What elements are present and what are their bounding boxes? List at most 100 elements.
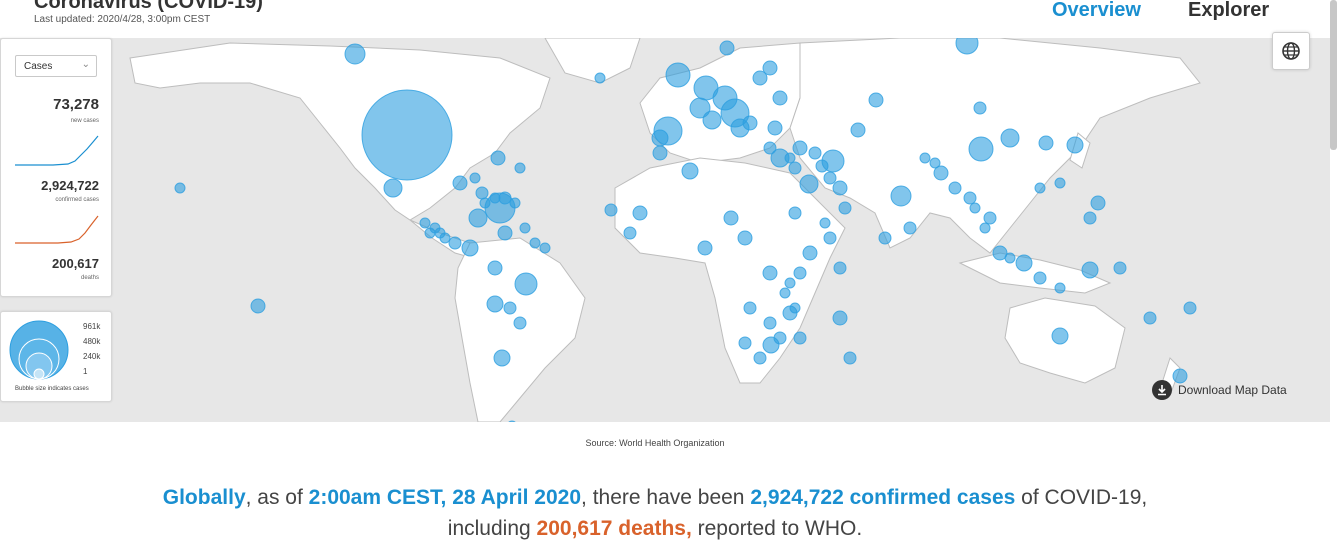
bubble-thailand [963,191,977,205]
bubble-bangladesh [933,165,949,181]
bubble-belgium [689,97,711,119]
bubble-singapore [1015,254,1033,272]
bubble-mongolia [973,101,987,115]
bubble-djibouti [819,217,831,229]
bubble-china [1000,128,1020,148]
bubble-romania [767,120,783,136]
bubble-nicaragua [434,227,446,239]
bubble-senegal [632,205,648,221]
bubble-sweden [719,40,735,56]
bubble-caribbean-2 [490,150,506,166]
bubble-cuba [452,175,468,191]
bubble-bermuda [514,162,526,174]
summary-deaths: 200,617 deaths, [536,517,692,540]
bubble-poland [752,70,768,86]
bubble-timor [1054,282,1066,294]
bubble-belarus [762,60,778,76]
bubble-indonesia [1081,261,1099,279]
summary-globally: Globally [162,486,246,509]
bubble-austria [742,115,758,131]
bubble-mozambique [793,331,807,345]
bubble-usa [361,89,453,181]
bubble-greece [763,141,777,155]
bubble-zimbabwe [773,331,787,345]
bubble-cameroon [737,230,753,246]
world-map[interactable] [0,38,1330,422]
summary-text-4: reported to WHO. [691,517,863,540]
bubble-namibia [738,336,752,350]
tab-overview[interactable]: Overview [1052,0,1141,21]
globe-view-button[interactable] [1272,32,1310,70]
bubble-hongkong [1034,182,1046,194]
bubble-botswana [753,351,767,365]
tab-explorer[interactable]: Explorer [1188,0,1270,21]
bubble-jordan [788,161,802,175]
bubble-png [1113,261,1127,275]
africa-land [614,157,846,384]
bubble-caribbean-1 [475,186,489,200]
bubble-dominican [498,191,512,205]
bubble-japan [1066,136,1084,154]
bubble-pakistan [850,122,866,138]
bubble-angola [743,301,757,315]
bubble-ghana [697,240,713,256]
bubble-cambodia [979,222,991,234]
bubble-uruguay [513,316,527,330]
last-updated-text: Last updated: 2020/4/28, 3:00pm CEST [34,14,211,25]
bubble-portugal [651,129,669,147]
metric-dropdown[interactable]: Cases ⌄ [15,55,97,77]
bubble-india [890,185,912,207]
bubble-canada [344,43,366,65]
bubble-sudan [788,206,802,220]
bubble-congo [762,265,778,281]
confirmed-cases-sparkline [15,215,99,244]
bubble-saudi [799,174,819,194]
vertical-scrollbar[interactable] [1330,0,1337,150]
legend-label-961k: 961k [83,322,101,331]
bubble-iran [968,136,994,162]
chevron-down-icon: ⌄ [81,59,90,70]
bubble-uk [665,62,691,88]
bubble-morocco [652,145,668,161]
bubble-israel [792,140,808,156]
bubble-greenland [594,72,606,84]
bubble-argentina [493,349,511,367]
north-america-land [129,42,551,221]
bubble-korea [1038,135,1054,151]
new-cases-value: 73,278 [53,96,99,113]
bubble-cape-verde [623,226,637,240]
case-bubbles [174,38,1197,422]
bubble-taiwan [1054,177,1066,189]
bubble-iceland [604,203,618,217]
bubble-alaska [174,182,186,194]
legend-bubbles [9,320,69,380]
metric-dropdown-value: Cases [24,61,53,72]
bubble-new-caledonia [1143,311,1157,325]
bubble-suriname [539,242,551,254]
bubble-indonesia-2 [1033,271,1047,285]
bubble-malaysia [992,245,1008,261]
bubble-guatemala [419,217,431,229]
stats-panel: Cases ⌄ 73,278 new cases 2,924,722 confi… [0,38,112,297]
legend-label-480k: 480k [83,337,101,346]
download-map-data-label: Download Map Data [1178,383,1287,397]
bubble-laos [969,202,981,214]
page-title: Coronavirus (COVID-19) [34,0,263,13]
bubble-maldives [878,231,892,245]
bubble-bolivia [487,260,503,276]
bubble-qatar [823,171,837,185]
summary-date: 2:00am CEST, 28 April 2020 [308,486,582,509]
bubble-australia [1051,327,1069,345]
bubble-russia [955,38,979,55]
bubble-uganda [793,266,807,280]
bubble-paraguay [503,301,517,315]
bubble-brunei [1004,252,1016,264]
new-cases-sparkline [15,135,99,166]
bubble-fiji [1183,301,1197,315]
bubble-ukraine [772,90,788,106]
bubble-oman [838,201,852,215]
bubble-new-zealand [1172,368,1188,384]
bubble-philippines [1090,195,1106,211]
bubble-zambia [763,316,777,330]
bubble-burundi [779,287,791,299]
